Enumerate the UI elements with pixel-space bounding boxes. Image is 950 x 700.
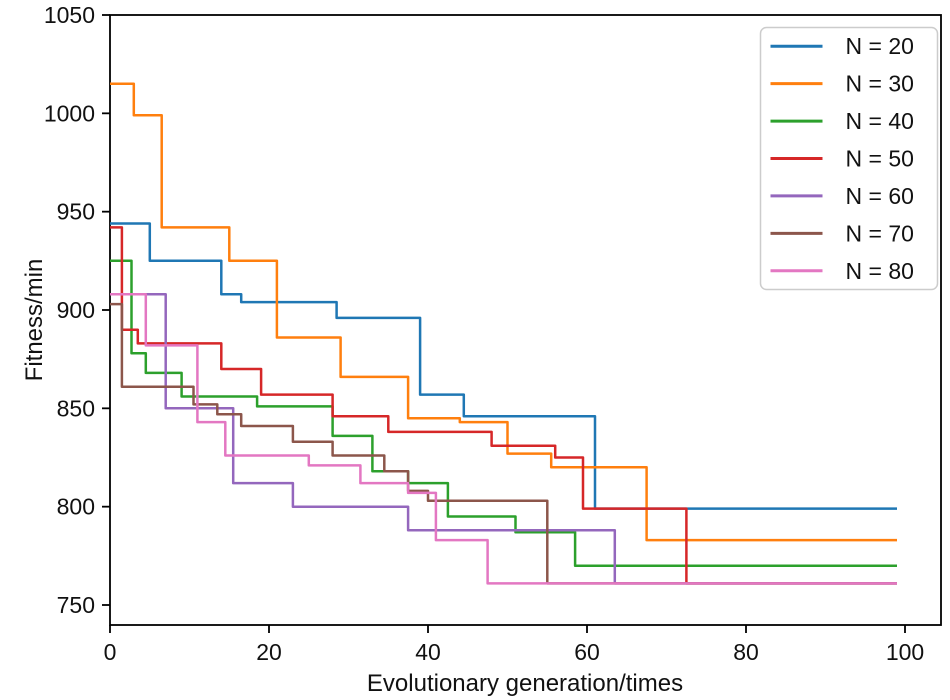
legend-item: N = 80: [770, 258, 914, 284]
x-tick-label: 60: [574, 639, 600, 665]
series-line-N=60: [110, 293, 897, 585]
legend-label: N = 70: [846, 220, 914, 246]
y-tick-label: 800: [57, 494, 95, 520]
legend-item: N = 20: [770, 33, 914, 59]
legend-item: N = 40: [770, 108, 914, 134]
y-tick-label: 750: [57, 592, 95, 618]
x-tick-label: 20: [256, 639, 282, 665]
legend-label: N = 40: [846, 108, 914, 134]
axes: 0 20 40 60 80 100 750 800 850 900 950 1000 1050: [44, 2, 942, 665]
legend: N = 20 N = 30 N = 40 N = 50 N = 60 N = 70 N = …: [759, 26, 939, 291]
legend-label: N = 50: [846, 146, 914, 172]
x-axis-label: Evolutionary generation/times: [367, 670, 683, 697]
x-tick-label: 100: [886, 639, 924, 665]
series-line-N=40: [110, 259, 897, 567]
legend-item: N = 70: [770, 220, 914, 246]
plot-area-border: [109, 14, 942, 626]
legend-item: N = 30: [770, 71, 914, 97]
y-tick-label: 1000: [44, 100, 95, 126]
series-line-N=70: [110, 302, 897, 585]
legend-item: N = 50: [770, 146, 914, 172]
series-line-N=80: [110, 293, 897, 585]
legend-label: N = 60: [846, 183, 914, 209]
x-tick-label: 0: [104, 639, 117, 665]
series-line-N=30: [110, 82, 897, 542]
legend-label: N = 20: [846, 33, 914, 59]
y-axis: 750 800 850 900 950 1000 1050: [44, 2, 110, 618]
legend-box: [759, 26, 939, 291]
y-tick-label: 1050: [44, 2, 95, 28]
series-lines: [110, 82, 897, 585]
y-axis-label: Fitness/min: [21, 259, 48, 382]
legend-label: N = 80: [846, 258, 914, 284]
series-line-N=50: [110, 226, 897, 585]
x-tick-label: 40: [415, 639, 441, 665]
y-tick-label: 950: [57, 199, 95, 225]
y-tick-label: 900: [57, 297, 95, 323]
series-line-N=20: [110, 222, 897, 510]
x-axis: 0 20 40 60 80 100: [104, 625, 924, 665]
legend-item: N = 60: [770, 183, 914, 209]
x-tick-label: 80: [733, 639, 759, 665]
legend-label: N = 30: [846, 71, 914, 97]
y-tick-label: 850: [57, 395, 95, 421]
